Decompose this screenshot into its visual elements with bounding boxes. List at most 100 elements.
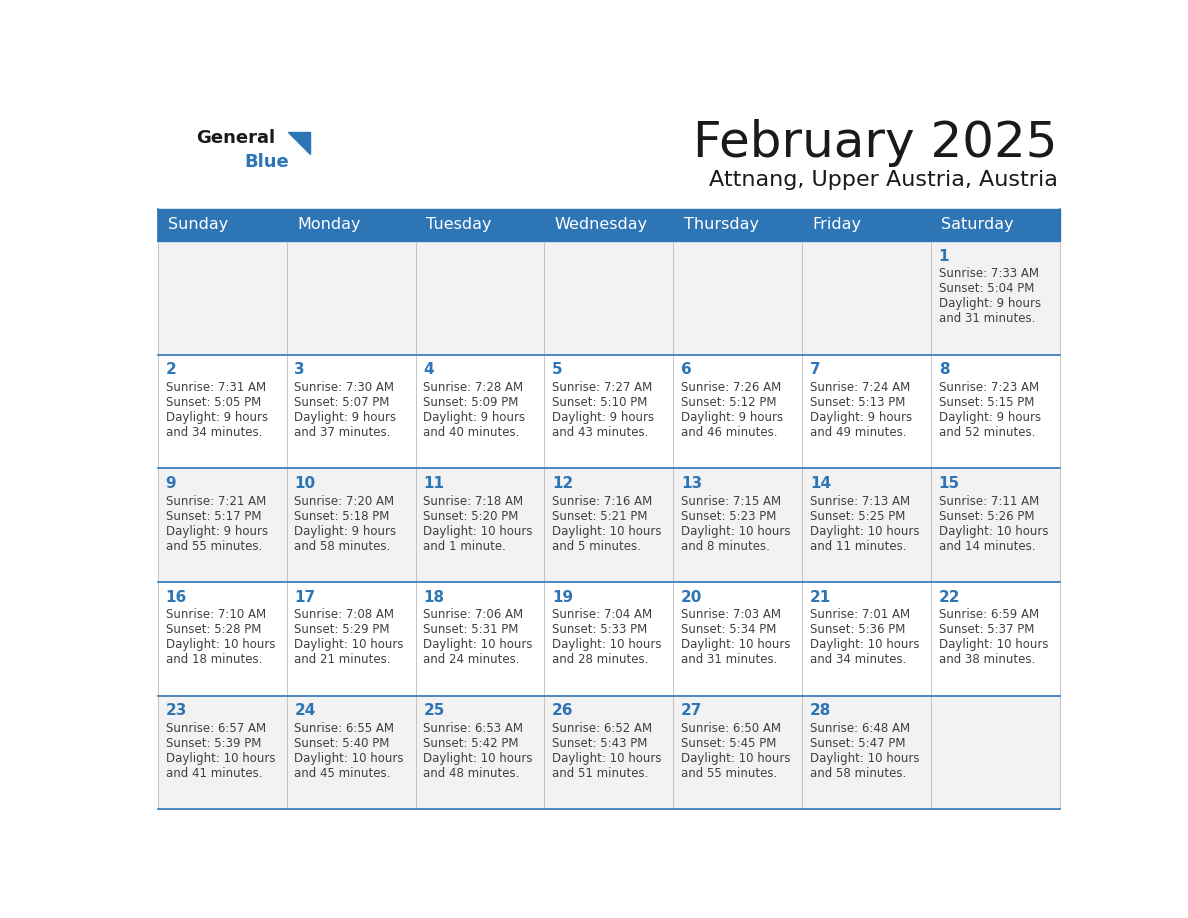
Text: Sunrise: 7:26 AM: Sunrise: 7:26 AM [681,381,782,394]
Text: Daylight: 10 hours: Daylight: 10 hours [681,524,790,538]
Text: Sunset: 5:25 PM: Sunset: 5:25 PM [810,509,905,522]
Text: 14: 14 [810,476,832,491]
Text: and 49 minutes.: and 49 minutes. [810,426,906,439]
Polygon shape [287,132,310,154]
Text: 8: 8 [939,363,949,377]
Bar [158,696,1060,810]
Text: and 48 minutes.: and 48 minutes. [423,767,519,780]
Text: Sunday: Sunday [169,218,228,232]
Bar [158,468,1060,582]
Text: and 46 minutes.: and 46 minutes. [681,426,777,439]
Text: Daylight: 9 hours: Daylight: 9 hours [939,411,1041,424]
Text: Daylight: 9 hours: Daylight: 9 hours [939,297,1041,310]
Text: Wednesday: Wednesday [555,218,647,232]
Text: Sunset: 5:40 PM: Sunset: 5:40 PM [295,737,390,750]
Text: Tuesday: Tuesday [425,218,492,232]
Text: Daylight: 10 hours: Daylight: 10 hours [810,638,920,651]
Text: Daylight: 10 hours: Daylight: 10 hours [939,638,1048,651]
Text: Sunrise: 6:52 AM: Sunrise: 6:52 AM [552,722,652,734]
Text: Sunset: 5:18 PM: Sunset: 5:18 PM [295,509,390,522]
Text: 23: 23 [165,703,187,719]
Text: 21: 21 [810,589,832,605]
Text: General: General [196,129,276,148]
Text: 20: 20 [681,589,702,605]
Text: Sunrise: 6:57 AM: Sunrise: 6:57 AM [165,722,266,734]
Text: Thursday: Thursday [683,218,759,232]
Text: Daylight: 10 hours: Daylight: 10 hours [810,752,920,765]
Text: 5: 5 [552,363,563,377]
Text: Daylight: 9 hours: Daylight: 9 hours [810,411,912,424]
Text: and 24 minutes.: and 24 minutes. [423,654,520,666]
Text: and 51 minutes.: and 51 minutes. [552,767,649,780]
Text: Sunset: 5:33 PM: Sunset: 5:33 PM [552,623,647,636]
Text: Daylight: 9 hours: Daylight: 9 hours [165,524,267,538]
Text: Daylight: 10 hours: Daylight: 10 hours [810,524,920,538]
Text: Sunset: 5:45 PM: Sunset: 5:45 PM [681,737,777,750]
Text: Sunset: 5:21 PM: Sunset: 5:21 PM [552,509,647,522]
Text: 16: 16 [165,589,187,605]
Text: Sunset: 5:13 PM: Sunset: 5:13 PM [810,396,905,409]
Text: 15: 15 [939,476,960,491]
Text: and 18 minutes.: and 18 minutes. [165,654,261,666]
Text: Daylight: 10 hours: Daylight: 10 hours [423,524,532,538]
Bar [286,208,416,241]
Text: Sunrise: 7:24 AM: Sunrise: 7:24 AM [810,381,910,394]
Text: Daylight: 9 hours: Daylight: 9 hours [295,411,397,424]
Text: Daylight: 10 hours: Daylight: 10 hours [552,752,662,765]
Text: Sunset: 5:26 PM: Sunset: 5:26 PM [939,509,1035,522]
Text: 10: 10 [295,476,316,491]
Text: Sunrise: 7:20 AM: Sunrise: 7:20 AM [295,495,394,508]
Text: Daylight: 9 hours: Daylight: 9 hours [165,411,267,424]
Text: 6: 6 [681,363,691,377]
Text: Sunrise: 7:13 AM: Sunrise: 7:13 AM [810,495,910,508]
Bar [931,208,1060,241]
Text: and 31 minutes.: and 31 minutes. [939,312,1035,325]
Text: and 43 minutes.: and 43 minutes. [552,426,649,439]
Text: 19: 19 [552,589,574,605]
Text: 7: 7 [810,363,821,377]
Text: 26: 26 [552,703,574,719]
Text: and 52 minutes.: and 52 minutes. [939,426,1035,439]
Text: Sunset: 5:43 PM: Sunset: 5:43 PM [552,737,647,750]
Text: Daylight: 10 hours: Daylight: 10 hours [423,752,532,765]
Text: 17: 17 [295,589,316,605]
Text: Daylight: 9 hours: Daylight: 9 hours [423,411,525,424]
Text: Sunset: 5:09 PM: Sunset: 5:09 PM [423,396,519,409]
Text: 22: 22 [939,589,960,605]
Text: and 5 minutes.: and 5 minutes. [552,540,642,553]
Text: Sunset: 5:39 PM: Sunset: 5:39 PM [165,737,261,750]
Text: Daylight: 10 hours: Daylight: 10 hours [552,524,662,538]
Text: Sunset: 5:31 PM: Sunset: 5:31 PM [423,623,519,636]
Text: Sunset: 5:29 PM: Sunset: 5:29 PM [295,623,390,636]
Text: Sunset: 5:17 PM: Sunset: 5:17 PM [165,509,261,522]
Text: Daylight: 10 hours: Daylight: 10 hours [295,752,404,765]
Text: Daylight: 10 hours: Daylight: 10 hours [423,638,532,651]
Text: and 31 minutes.: and 31 minutes. [681,654,777,666]
Text: 1: 1 [939,249,949,263]
Bar [158,208,286,241]
Text: Daylight: 10 hours: Daylight: 10 hours [681,752,790,765]
Text: and 37 minutes.: and 37 minutes. [295,426,391,439]
Bar [158,354,1060,468]
Text: and 55 minutes.: and 55 minutes. [165,540,261,553]
Text: Daylight: 10 hours: Daylight: 10 hours [552,638,662,651]
Text: and 41 minutes.: and 41 minutes. [165,767,263,780]
Text: Daylight: 10 hours: Daylight: 10 hours [295,638,404,651]
Text: Friday: Friday [813,218,861,232]
Text: Sunset: 5:28 PM: Sunset: 5:28 PM [165,623,261,636]
Text: Sunset: 5:37 PM: Sunset: 5:37 PM [939,623,1034,636]
Text: Daylight: 9 hours: Daylight: 9 hours [681,411,783,424]
Text: Sunrise: 7:04 AM: Sunrise: 7:04 AM [552,609,652,621]
Text: February 2025: February 2025 [693,119,1057,167]
Text: Sunrise: 7:18 AM: Sunrise: 7:18 AM [423,495,524,508]
Text: Attnang, Upper Austria, Austria: Attnang, Upper Austria, Austria [709,170,1057,190]
Text: and 34 minutes.: and 34 minutes. [165,426,261,439]
Text: and 38 minutes.: and 38 minutes. [939,654,1035,666]
Text: Daylight: 9 hours: Daylight: 9 hours [552,411,655,424]
Text: and 55 minutes.: and 55 minutes. [681,767,777,780]
Text: and 45 minutes.: and 45 minutes. [295,767,391,780]
Text: and 21 minutes.: and 21 minutes. [295,654,391,666]
Text: Sunrise: 7:03 AM: Sunrise: 7:03 AM [681,609,781,621]
Bar [674,208,802,241]
Text: Sunrise: 6:48 AM: Sunrise: 6:48 AM [810,722,910,734]
